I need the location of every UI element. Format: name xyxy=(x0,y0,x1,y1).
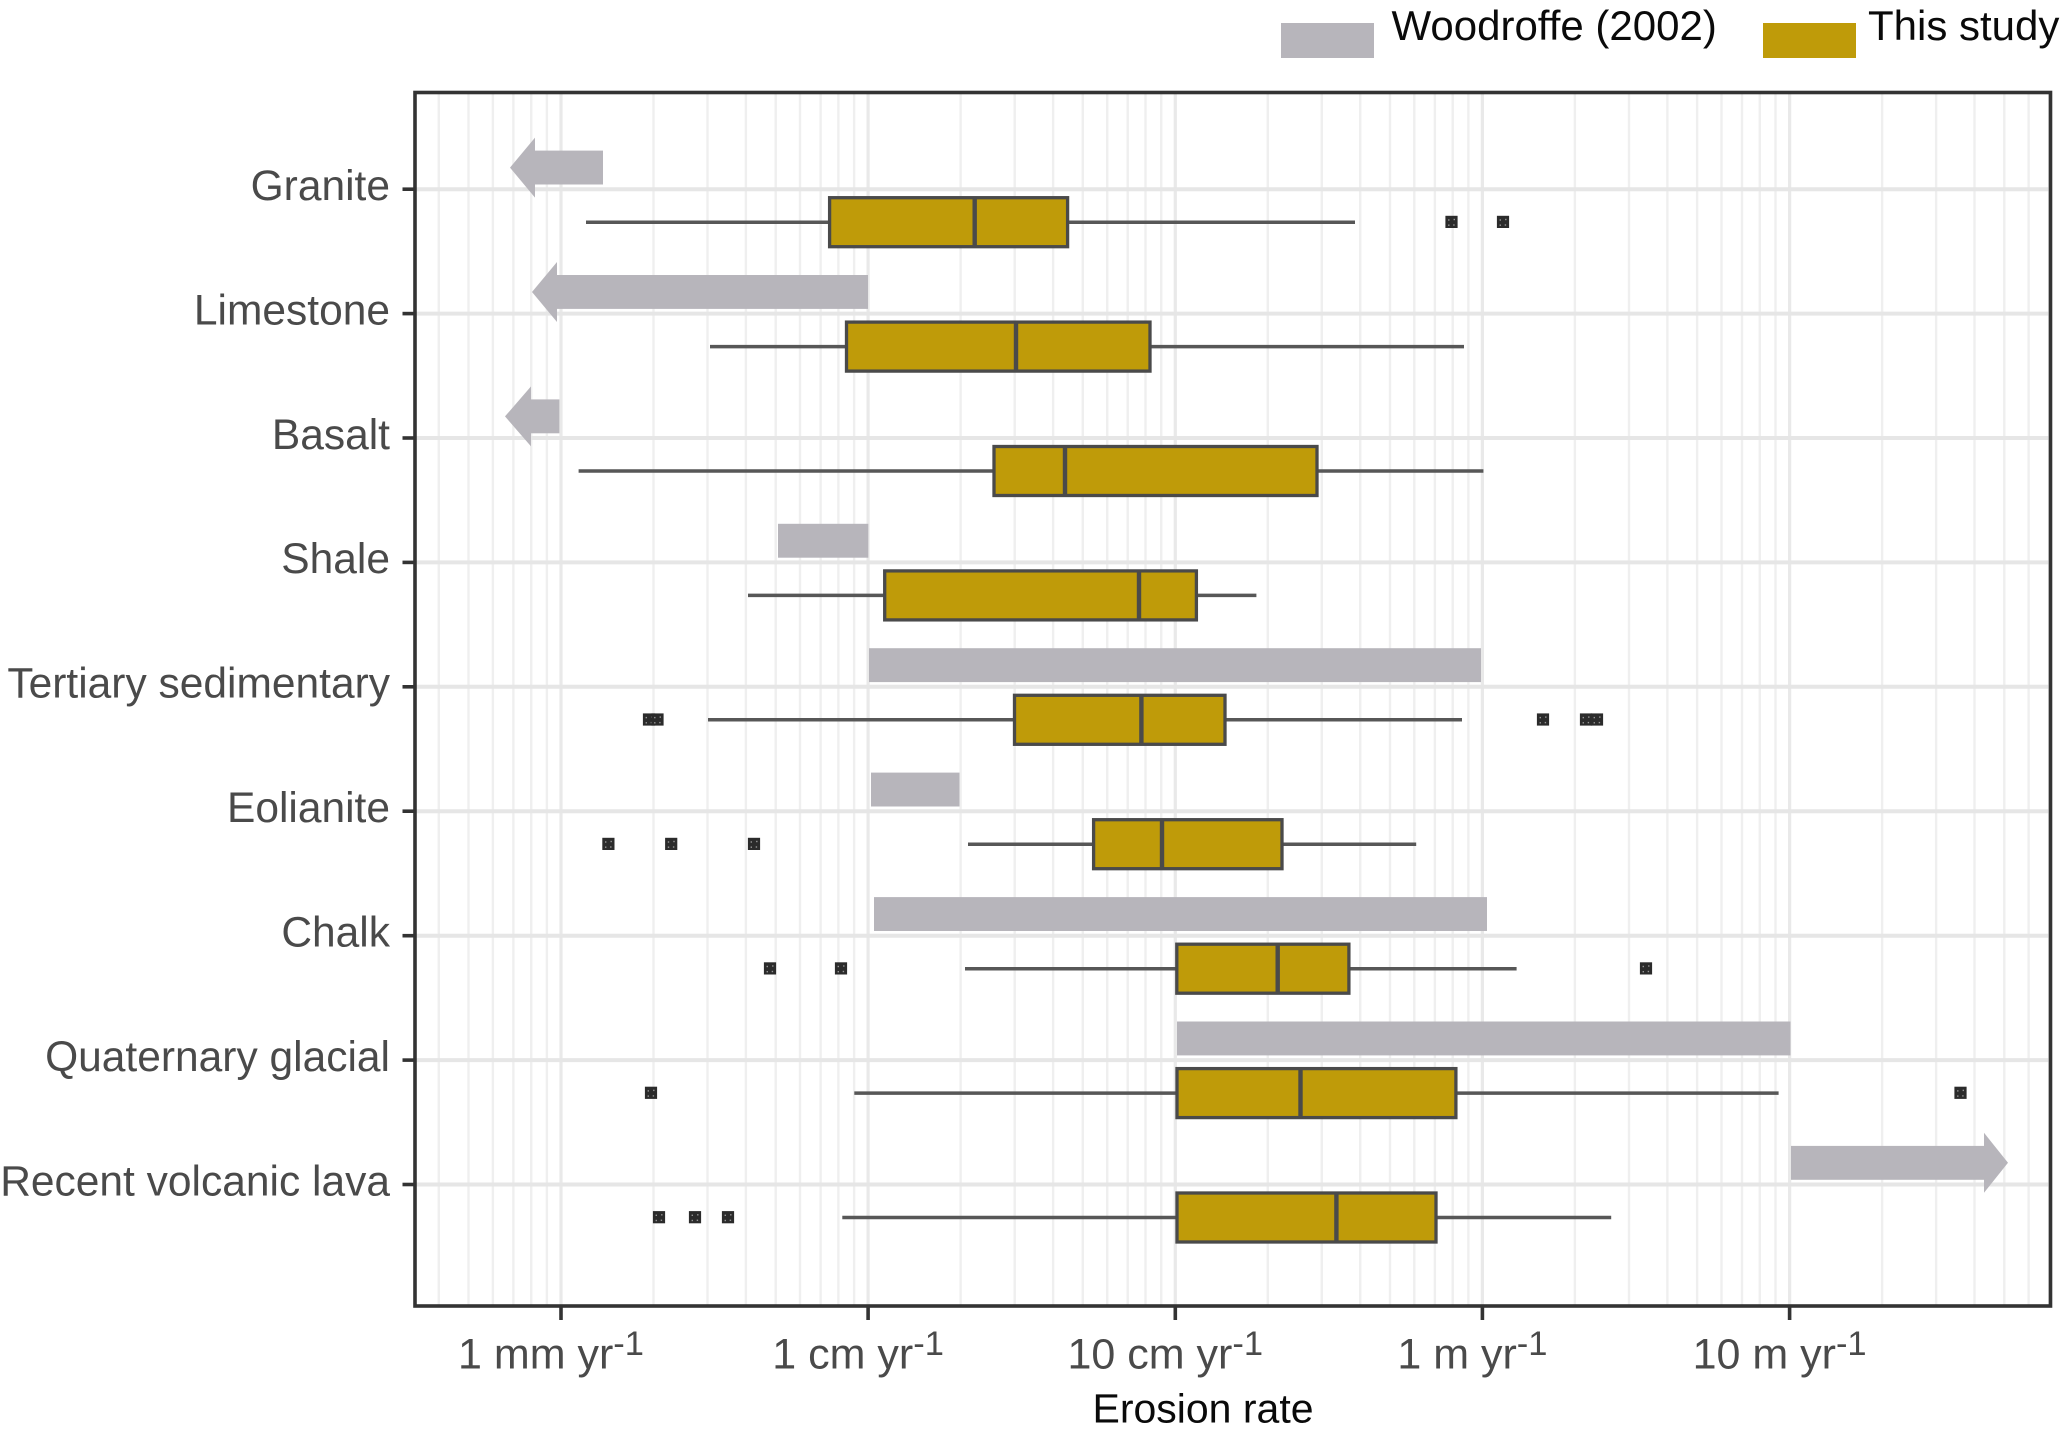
svg-text:Basalt: Basalt xyxy=(272,412,390,459)
svg-text:1 cm yr-1: 1 cm yr-1 xyxy=(772,1325,944,1379)
svg-text:Eolianite: Eolianite xyxy=(227,785,390,832)
svg-text:Quaternary glacial: Quaternary glacial xyxy=(45,1034,390,1081)
svg-text:10 m yr-1: 10 m yr-1 xyxy=(1693,1325,1867,1379)
svg-text:Chalk: Chalk xyxy=(281,910,390,957)
svg-text:Erosion rate: Erosion rate xyxy=(1092,1386,1313,1432)
svg-text:1 mm yr-1: 1 mm yr-1 xyxy=(458,1325,644,1379)
svg-text:Tertiary sedimentary: Tertiary sedimentary xyxy=(7,661,390,708)
svg-text:10 cm yr-1: 10 cm yr-1 xyxy=(1068,1325,1264,1379)
svg-text:1 m yr-1: 1 m yr-1 xyxy=(1397,1325,1547,1379)
svg-text:This study: This study xyxy=(1868,2,2059,49)
svg-text:Granite: Granite xyxy=(251,163,390,210)
svg-text:Recent volcanic lava: Recent volcanic lava xyxy=(0,1158,390,1205)
svg-text:Shale: Shale xyxy=(281,536,390,583)
svg-text:Limestone: Limestone xyxy=(194,287,390,334)
svg-text:Woodroffe (2002): Woodroffe (2002) xyxy=(1392,2,1717,49)
